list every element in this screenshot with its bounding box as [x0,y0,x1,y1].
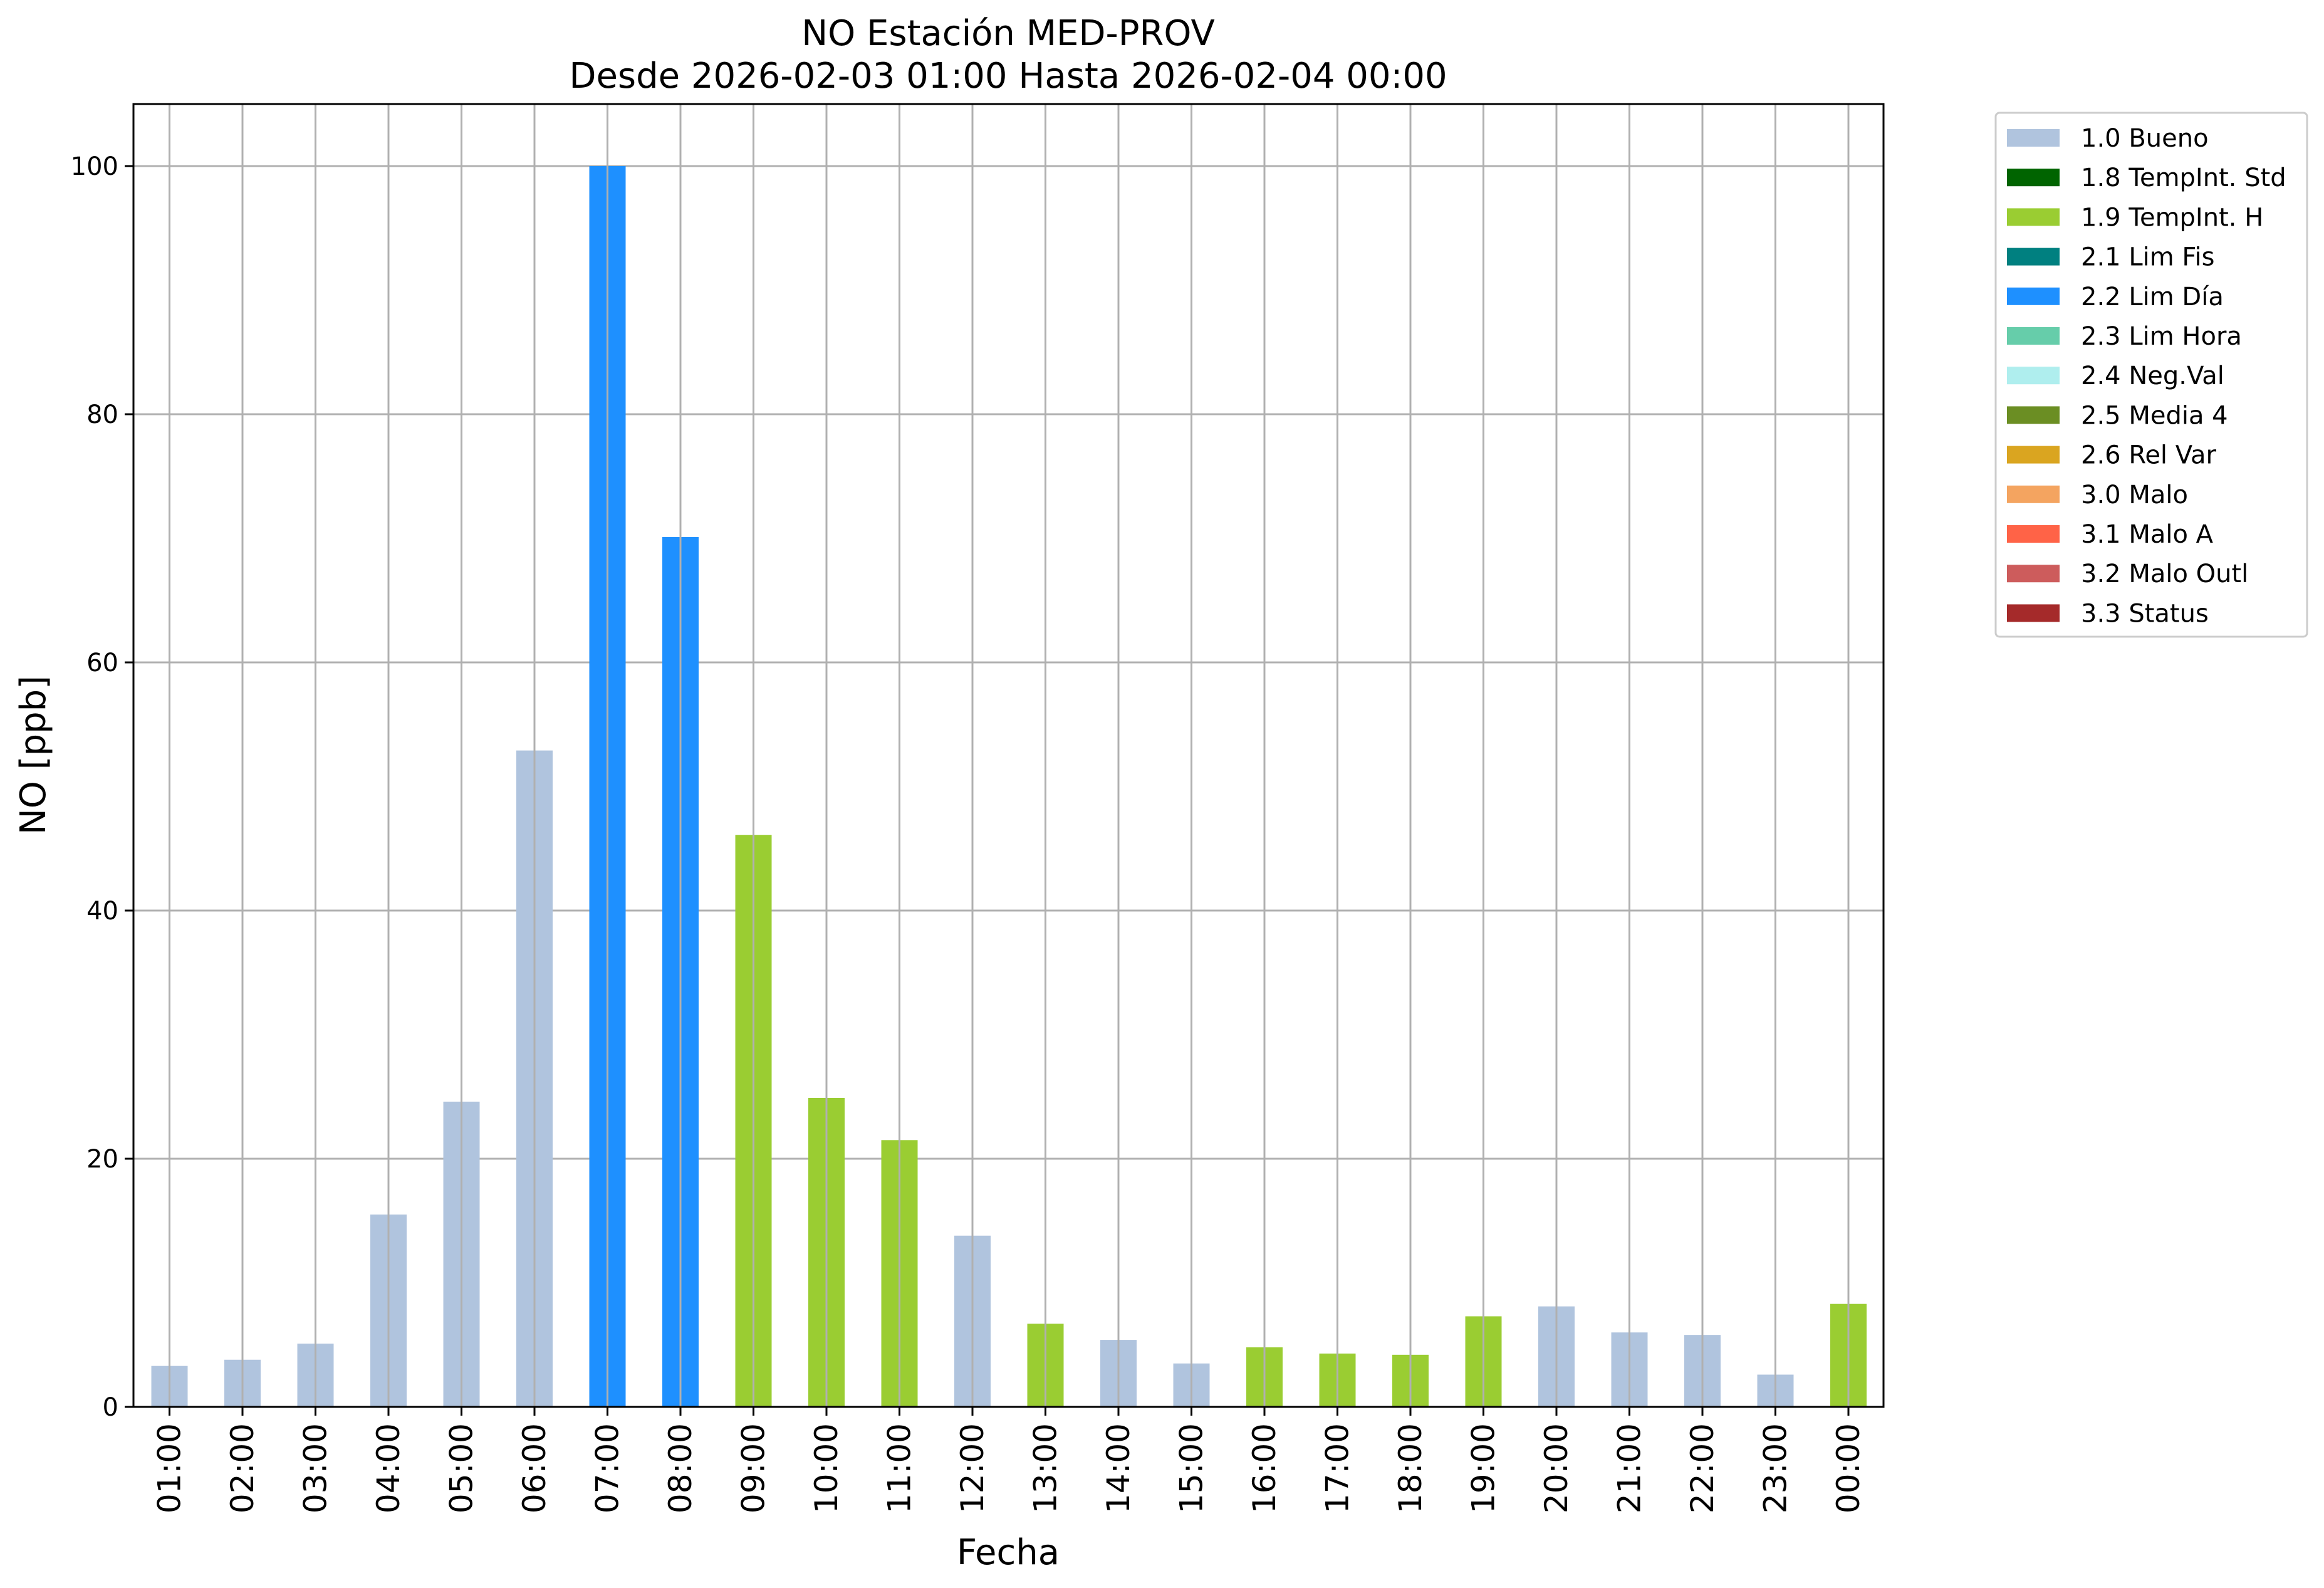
legend-label-1.0: 1.0 Bueno [2081,124,2209,153]
x-tick-label: 20:00 [1538,1423,1575,1513]
legend-swatch-1.9 [2007,208,2060,226]
legend-frame [1994,112,2308,638]
x-tick-label: 04:00 [370,1423,407,1513]
legend-label-2.2: 2.2 Lim Día [2081,283,2224,311]
legend-swatch-2.1 [2007,248,2060,266]
x-tick-label: 02:00 [224,1423,261,1513]
legend-label-1.8: 1.8 TempInt. Std [2081,164,2286,192]
bars [151,104,1867,1407]
legend-swatch-2.6 [2007,446,2060,464]
legend-label-3.1: 3.1 Malo A [2081,520,2214,549]
chart-title: NO Estación MED-PROV [801,13,1215,54]
x-tick-label: 01:00 [152,1423,188,1513]
legend-swatch-3.0 [2007,485,2060,503]
chart-subtitle: Desde 2026-02-03 01:00 Hasta 2026-02-04 … [569,56,1447,97]
x-tick-label: 22:00 [1684,1423,1721,1513]
x-tick-label: 17:00 [1320,1423,1356,1513]
legend-swatch-2.5 [2007,406,2060,424]
y-tick-label: 20 [86,1145,118,1174]
legend-swatch-2.4 [2007,367,2060,385]
legend: 1.0 Bueno 1.8 TempInt. Std 1.9 TempInt. H 2… [1994,112,2308,638]
legend-swatch-2.3 [2007,327,2060,345]
legend-label-2.5: 2.5 Media 4 [2081,401,2228,430]
x-tick-label: 19:00 [1466,1423,1502,1513]
x-tick-label: 10:00 [808,1423,845,1513]
x-tick-label: 14:00 [1100,1423,1137,1513]
legend-label-3.0: 3.0 Malo [2081,481,2188,509]
legend-label-2.1: 2.1 Lim Fis [2081,243,2214,272]
x-tick-label: 11:00 [882,1423,918,1513]
y-axis-label: NO [ppb] [13,676,54,835]
legend-label-3.3: 3.3 Status [2081,599,2209,628]
grid [133,104,1884,1408]
legend-label-2.3: 2.3 Lim Hora [2081,322,2242,351]
x-tick-label: 23:00 [1758,1423,1794,1513]
x-tick-label: 12:00 [954,1423,991,1513]
y-tick-label: 80 [86,400,118,429]
x-tick-label: 18:00 [1392,1423,1429,1513]
legend-label-1.9: 1.9 TempInt. H [2081,203,2263,232]
y-tick-label: 100 [71,152,118,181]
x-tick-label: 15:00 [1174,1423,1210,1513]
x-tick-label: 09:00 [736,1423,772,1513]
legend-swatch-1.0 [2007,129,2060,147]
x-tick-label: 03:00 [298,1423,334,1513]
x-tick-label: 13:00 [1028,1423,1064,1513]
legend-items: 1.0 Bueno 1.8 TempInt. Std 1.9 TempInt. H 2… [2007,124,2286,628]
y-tick-label: 0 [103,1393,118,1422]
legend-swatch-1.8 [2007,169,2060,187]
x-axis-label: Fecha [957,1532,1060,1573]
legend-label-3.2: 3.2 Malo Outl [2081,560,2248,588]
x-tick-label: 08:00 [662,1423,699,1513]
ticks: 0 20 40 60 80 100 01:00 02:00 03:00 04:00 05:00 06:… [71,152,1867,1513]
y-tick-label: 60 [86,649,118,677]
x-tick-label: 06:00 [516,1423,553,1513]
plot-frame [132,103,1885,1408]
x-tick-label: 07:00 [590,1423,626,1513]
legend-label-2.6: 2.6 Rel Var [2081,441,2217,470]
x-tick-label: 21:00 [1612,1423,1648,1513]
x-tick-label: 16:00 [1246,1423,1283,1513]
x-tick-label: 05:00 [444,1423,480,1513]
legend-swatch-3.3 [2007,604,2060,622]
legend-label-2.4: 2.4 Neg.Val [2081,362,2224,390]
x-tick-label: 00:00 [1830,1423,1867,1513]
y-tick-label: 40 [86,897,118,926]
legend-swatch-2.2 [2007,287,2060,305]
legend-swatch-3.2 [2007,565,2060,583]
legend-swatch-3.1 [2007,525,2060,543]
